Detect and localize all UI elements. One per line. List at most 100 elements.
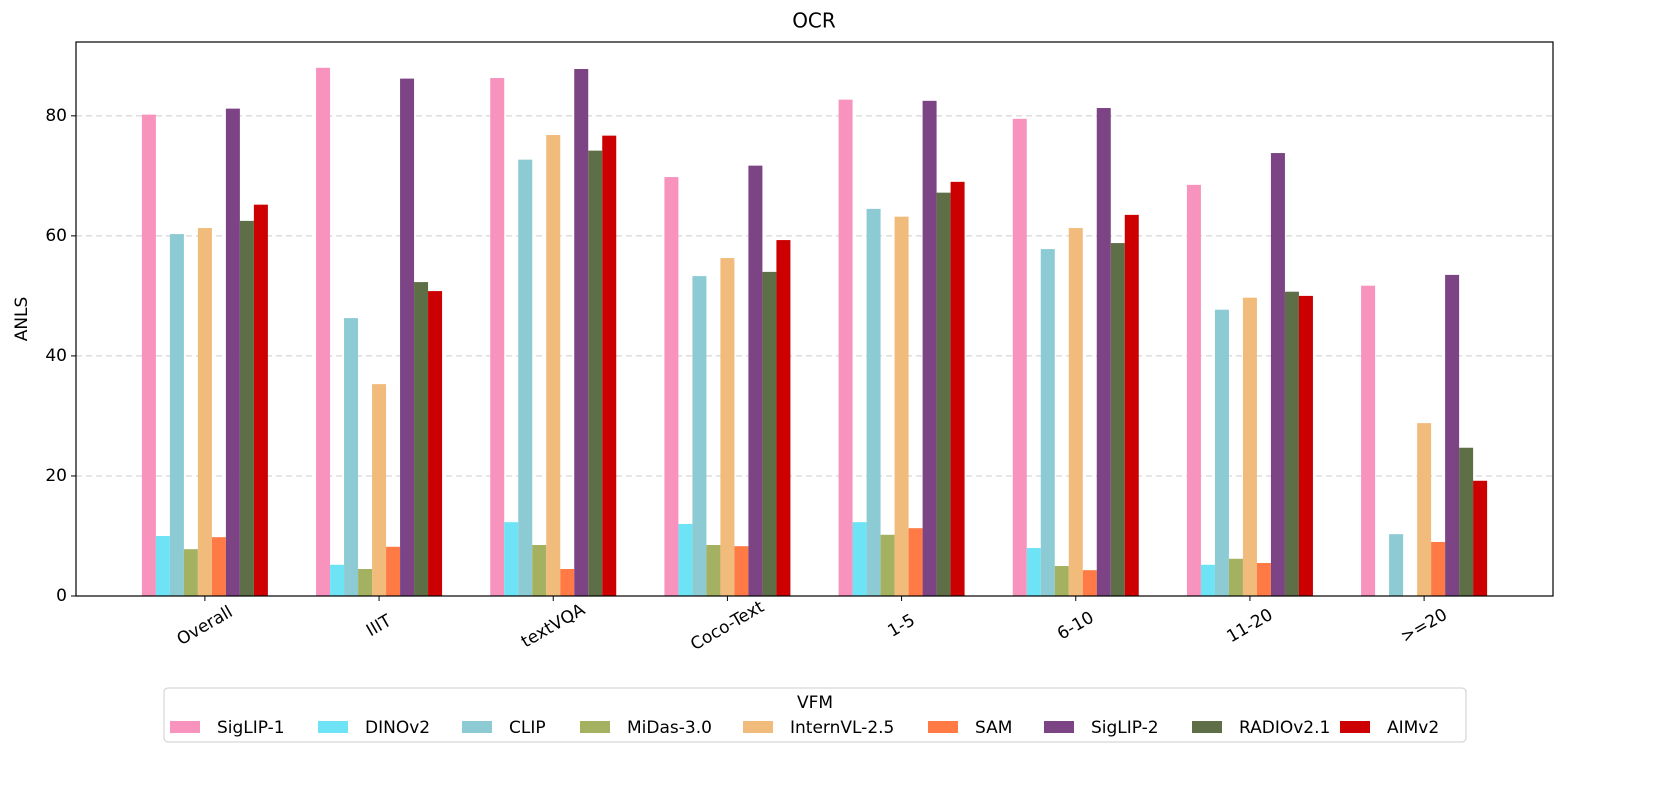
bar	[1298, 295, 1313, 596]
bar	[253, 204, 268, 596]
bar	[852, 522, 867, 596]
bar	[400, 78, 415, 596]
bar	[1431, 541, 1446, 596]
bar	[588, 150, 603, 596]
legend-label: SigLIP-2	[1091, 718, 1159, 738]
y-tick-label: 20	[45, 466, 67, 486]
bar	[1417, 423, 1432, 596]
bar	[602, 135, 617, 597]
legend-label: DINOv2	[365, 718, 430, 738]
legend-swatch	[462, 721, 492, 733]
bar	[197, 228, 212, 596]
bar	[1054, 565, 1069, 596]
legend-label: AIMv2	[1387, 718, 1439, 738]
bar	[1389, 534, 1404, 596]
legend-swatch	[1192, 721, 1222, 733]
bar	[908, 528, 923, 596]
bar	[706, 544, 721, 596]
bar	[560, 568, 575, 596]
legend-swatch	[928, 721, 958, 733]
bar	[183, 549, 198, 596]
bar	[1284, 291, 1299, 596]
bar	[936, 192, 951, 596]
bar	[358, 568, 373, 596]
bar	[211, 537, 226, 596]
x-tick-label: 1-5	[885, 610, 919, 641]
bar	[1082, 570, 1097, 596]
bar	[1270, 153, 1285, 596]
x-tick-label: IIIT	[363, 611, 396, 641]
bar	[692, 276, 707, 596]
bar	[922, 100, 937, 597]
bar	[1200, 564, 1215, 596]
bar	[1256, 562, 1271, 596]
bar	[372, 384, 387, 596]
bar	[1110, 243, 1125, 597]
bar	[880, 534, 895, 596]
legend-label: SigLIP-1	[217, 718, 285, 738]
bar	[1459, 447, 1474, 596]
bar	[1186, 184, 1201, 597]
bar	[414, 282, 429, 596]
legend-swatch	[1044, 721, 1074, 733]
legend-title: VFM	[797, 693, 833, 713]
bar	[518, 159, 533, 597]
y-tick-label: 80	[45, 106, 67, 126]
x-tick-label: 11-20	[1224, 605, 1277, 647]
bar	[762, 271, 777, 596]
bar	[866, 208, 881, 597]
bar	[330, 564, 345, 596]
bar	[664, 177, 679, 596]
bar	[239, 220, 254, 597]
bar	[155, 535, 170, 596]
bar	[1445, 274, 1460, 596]
legend-swatch	[1340, 721, 1370, 733]
legend-swatch	[743, 721, 773, 733]
bar	[1068, 228, 1083, 596]
chart-title: OCR	[792, 9, 836, 33]
legend-label: CLIP	[509, 718, 546, 738]
bar	[1040, 249, 1055, 596]
bar	[1228, 558, 1243, 596]
bar	[141, 114, 156, 596]
y-tick-label: 0	[56, 586, 67, 606]
bar	[344, 318, 359, 596]
bar	[225, 108, 240, 596]
bar	[546, 135, 561, 597]
plot-frame	[75, 41, 1554, 597]
bar	[169, 234, 184, 596]
bar	[776, 240, 791, 596]
y-tick-label: 40	[45, 346, 67, 366]
x-tick-label: textVQA	[518, 600, 589, 653]
bar	[574, 69, 589, 596]
legend-swatch	[170, 721, 200, 733]
bar	[1026, 547, 1041, 596]
y-axis-label: ANLS	[12, 297, 32, 342]
legend-label: InternVL-2.5	[790, 718, 894, 738]
x-tick-label: >=20	[1397, 605, 1450, 647]
bar	[386, 546, 401, 596]
bar	[1242, 297, 1257, 596]
bar	[1124, 214, 1139, 596]
legend-label: SAM	[975, 718, 1012, 738]
bar	[428, 291, 443, 596]
bar	[720, 258, 735, 596]
bar	[1361, 285, 1376, 596]
bar	[1012, 118, 1027, 597]
bar	[490, 78, 505, 596]
bar	[894, 216, 909, 596]
bar	[316, 67, 331, 596]
bar	[504, 522, 519, 596]
bar	[734, 546, 749, 596]
bar	[1214, 309, 1229, 596]
x-tick-label: Coco-Text	[687, 597, 768, 655]
legend-swatch	[318, 721, 348, 733]
legend-label: RADIOv2.1	[1239, 718, 1330, 738]
legend-swatch	[580, 721, 610, 733]
y-tick-label: 60	[45, 226, 67, 246]
bar	[1096, 108, 1111, 596]
x-tick-label: Overall	[174, 602, 237, 650]
bar	[532, 544, 547, 596]
bar	[838, 99, 853, 597]
